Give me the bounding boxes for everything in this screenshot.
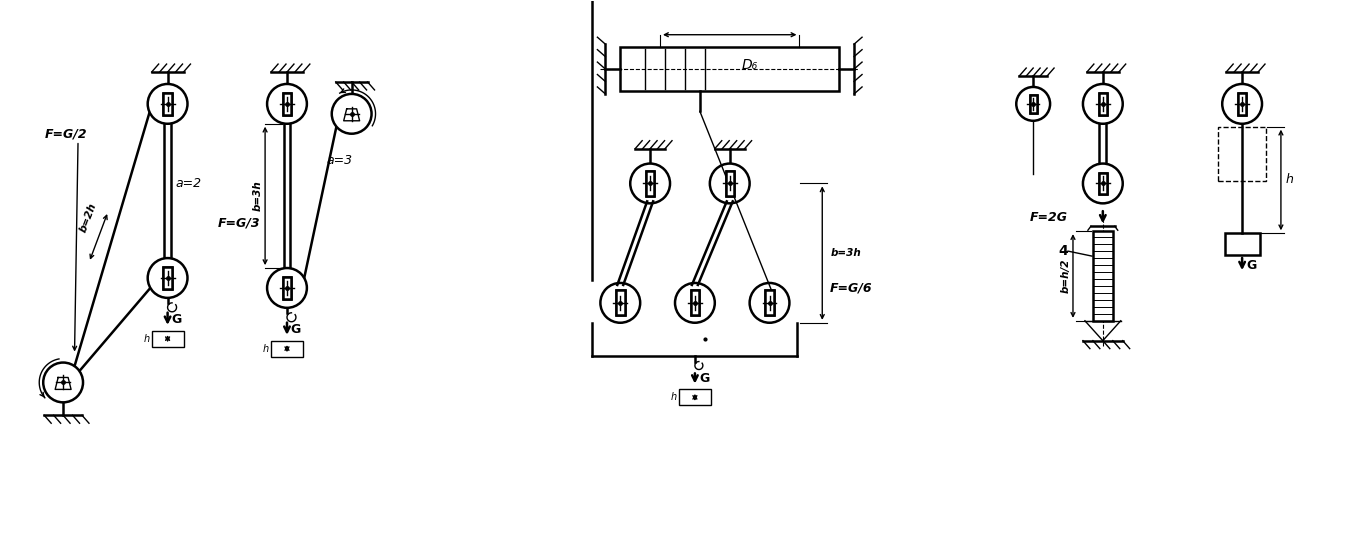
Bar <box>1030 95 1036 113</box>
Bar <box>645 171 655 196</box>
Bar <box>283 93 291 115</box>
Bar <box>1224 233 1260 255</box>
Bar <box>1099 173 1107 195</box>
Bar <box>164 267 172 289</box>
Bar <box>271 341 303 357</box>
Bar <box>1238 93 1246 115</box>
Circle shape <box>750 283 789 323</box>
Bar <box>283 277 291 299</box>
Bar <box>1099 93 1107 115</box>
Circle shape <box>1082 84 1123 124</box>
Circle shape <box>1222 84 1262 124</box>
Bar <box>164 93 172 115</box>
Circle shape <box>43 363 83 402</box>
Bar <box>152 330 184 347</box>
Text: h: h <box>143 334 150 344</box>
Circle shape <box>1082 163 1123 203</box>
Bar <box>766 290 774 315</box>
Text: F=G/3: F=G/3 <box>218 217 260 230</box>
Bar <box>766 290 774 315</box>
Bar <box>164 267 172 289</box>
Text: h: h <box>262 344 269 353</box>
Text: G: G <box>170 313 181 326</box>
Circle shape <box>267 84 307 124</box>
Text: b=2h: b=2h <box>78 202 99 234</box>
Bar <box>690 290 700 315</box>
Text: D₆: D₆ <box>741 58 758 72</box>
Text: b=h/2: b=h/2 <box>1061 259 1072 293</box>
Text: F=G/6: F=G/6 <box>831 282 873 294</box>
Bar <box>1218 127 1266 181</box>
Bar <box>679 390 710 406</box>
Text: b=3h: b=3h <box>831 248 861 258</box>
Circle shape <box>630 163 670 203</box>
Text: G: G <box>291 323 300 336</box>
Text: 4: 4 <box>1058 244 1068 258</box>
Circle shape <box>1016 87 1050 121</box>
Text: h: h <box>671 392 676 402</box>
Bar <box>645 171 655 196</box>
Bar <box>725 171 733 196</box>
Bar <box>283 277 291 299</box>
Bar <box>1099 93 1107 115</box>
Bar <box>1099 173 1107 195</box>
Text: a=2: a=2 <box>176 177 202 190</box>
Text: G: G <box>1246 259 1257 272</box>
Circle shape <box>147 258 188 298</box>
Text: a=3: a=3 <box>327 154 353 167</box>
Circle shape <box>601 283 640 323</box>
Circle shape <box>675 283 714 323</box>
Bar <box>616 290 625 315</box>
Bar <box>690 290 700 315</box>
Bar <box>283 93 291 115</box>
Bar <box>1093 231 1112 321</box>
Bar <box>616 290 625 315</box>
Text: G: G <box>700 373 709 385</box>
Text: b=3h: b=3h <box>253 180 262 212</box>
Text: F=G/2: F=G/2 <box>45 127 88 140</box>
Bar <box>164 93 172 115</box>
Polygon shape <box>344 109 360 121</box>
Circle shape <box>267 268 307 308</box>
Bar <box>1238 93 1246 115</box>
Text: h: h <box>1285 174 1293 186</box>
Circle shape <box>710 163 750 203</box>
Circle shape <box>147 84 188 124</box>
Bar <box>1030 95 1036 113</box>
Circle shape <box>331 94 372 134</box>
Polygon shape <box>55 378 72 390</box>
Bar <box>620 47 839 92</box>
Text: F=2G: F=2G <box>1030 211 1069 224</box>
Bar <box>725 171 733 196</box>
